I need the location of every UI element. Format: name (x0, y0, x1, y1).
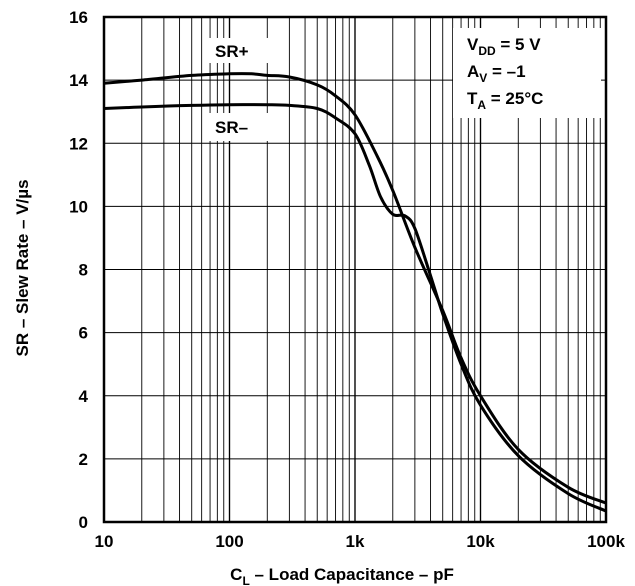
sr-minus-curve (103, 103, 607, 513)
condition-ta: TA = 25°C (467, 89, 543, 112)
y-tick-label: 0 (79, 513, 88, 532)
curves (103, 72, 607, 513)
x-tick-label: 100k (587, 532, 625, 551)
y-tick-label: 6 (79, 324, 88, 343)
y-tick-label: 8 (79, 261, 88, 280)
conditions-box (453, 28, 601, 118)
plot-border (102, 15, 608, 524)
sr-minus-label-bg (206, 113, 272, 141)
y-tick-labels: 0 2 4 6 8 10 12 14 16 (69, 8, 88, 532)
y-tick-label: 4 (79, 387, 89, 406)
grid (103, 16, 607, 523)
condition-av: AV = –1 (467, 62, 526, 85)
sr-plus-label-bg (206, 38, 272, 63)
x-tick-label: 10 (95, 532, 114, 551)
y-tick-label: 10 (69, 197, 88, 216)
sr-minus-label: SR– (215, 118, 248, 137)
condition-vdd: VDD = 5 V (467, 35, 541, 58)
y-tick-label: 2 (79, 450, 88, 469)
x-axis-title: CL – Load Capacitance – pF (230, 565, 454, 586)
y-tick-label: 14 (69, 71, 88, 90)
y-axis-title: SR – Slew Rate – V/µs (13, 179, 32, 356)
x-tick-labels: 10 100 1k 10k 100k (95, 532, 626, 551)
x-tick-label: 10k (466, 532, 495, 551)
y-tick-label: 16 (69, 8, 88, 27)
x-tick-label: 100 (215, 532, 243, 551)
y-tick-label: 12 (69, 134, 88, 153)
sr-plus-label: SR+ (215, 42, 249, 61)
sr-plus-curve (103, 72, 607, 505)
x-tick-label: 1k (346, 532, 365, 551)
